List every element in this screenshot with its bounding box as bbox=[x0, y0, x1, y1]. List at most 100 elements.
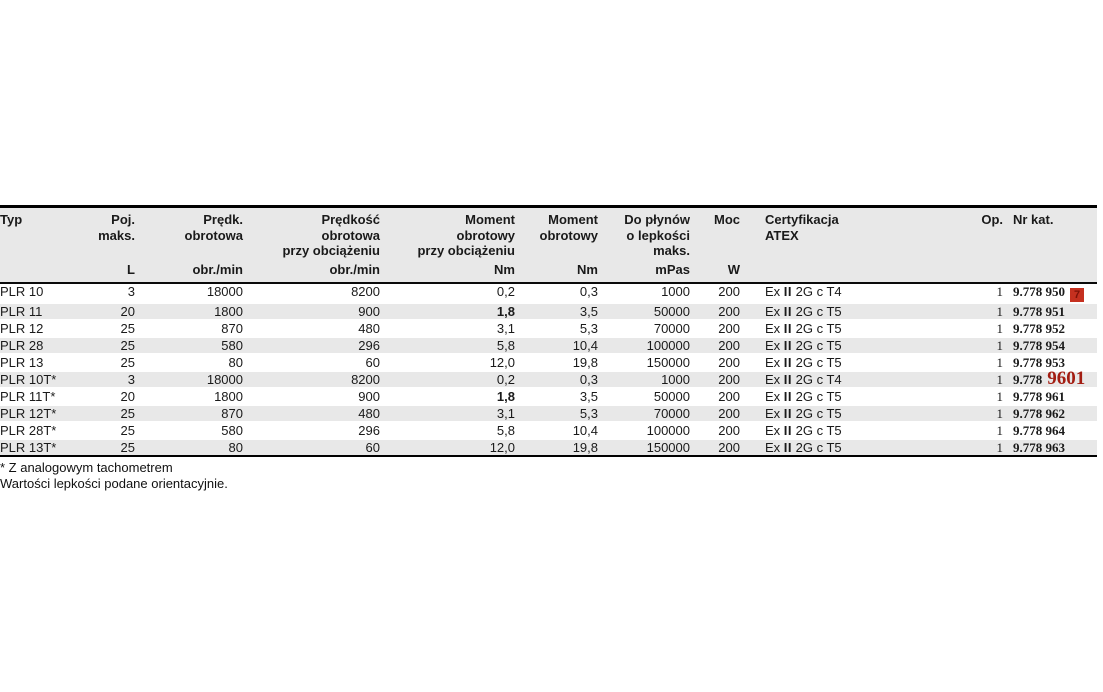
cell-cert: Ex II 2G c T5 bbox=[740, 301, 973, 320]
col-header-poj: Poj. maks. L bbox=[60, 206, 135, 284]
cell-poj: 25 bbox=[60, 352, 135, 371]
cell-nrkat: 9.778 953 bbox=[1003, 352, 1097, 371]
cell-predk_obc: 296 bbox=[243, 335, 380, 354]
table-row: PLR 12 25 870 480 3,1 5,3 70000 200 Ex II 2G c T… bbox=[0, 318, 1097, 337]
cell-typ: PLR 10 bbox=[0, 281, 60, 303]
cell-moc: 200 bbox=[690, 352, 740, 371]
cell-poj: 25 bbox=[60, 403, 135, 422]
col-header-nrkat: Nr kat. bbox=[1003, 206, 1097, 284]
cell-poj: 25 bbox=[60, 437, 135, 456]
cell-moment_obc: 3,1 bbox=[380, 318, 515, 337]
cell-moment: 19,8 bbox=[515, 352, 598, 371]
cell-predk: 80 bbox=[135, 352, 243, 371]
col-header-lepkosc: Do płynów o lepkości maks. mPas bbox=[598, 206, 690, 284]
cell-lepkosc: 70000 bbox=[598, 318, 690, 337]
table-row: PLR 13 25 80 60 12,0 19,8 150000 200 Ex II 2G c … bbox=[0, 352, 1097, 371]
cell-poj: 20 bbox=[60, 301, 135, 320]
cell-predk_obc: 296 bbox=[243, 420, 380, 439]
cell-lepkosc: 100000 bbox=[598, 335, 690, 354]
cell-moc: 200 bbox=[690, 318, 740, 337]
col-header-label: Poj. maks. bbox=[98, 212, 135, 243]
cell-predk: 18000 bbox=[135, 281, 243, 303]
cell-cert: Ex II 2G c T4 bbox=[740, 281, 973, 303]
cell-moment_obc: 5,8 bbox=[380, 420, 515, 439]
col-header-typ: Typ bbox=[0, 206, 60, 284]
cell-moment: 0,3 bbox=[515, 369, 598, 388]
cell-nrkat: 9.778 9601 bbox=[1003, 367, 1097, 389]
col-unit-label: Nm bbox=[494, 262, 515, 277]
table-row: PLR 28T* 25 580 296 5,8 10,4 100000 200 Ex II 2G… bbox=[0, 420, 1097, 439]
col-header-label: Moc bbox=[714, 212, 740, 227]
cell-moment: 19,8 bbox=[515, 437, 598, 456]
cell-typ: PLR 12 bbox=[0, 318, 60, 337]
cell-predk: 870 bbox=[135, 318, 243, 337]
cell-cert: Ex II 2G c T5 bbox=[740, 437, 973, 456]
cell-predk_obc: 900 bbox=[243, 301, 380, 320]
cell-op: 1 bbox=[973, 369, 1003, 388]
cell-moment: 0,3 bbox=[515, 281, 598, 303]
cell-moment_obc: 3,1 bbox=[380, 403, 515, 422]
col-header-label: Typ bbox=[0, 212, 23, 227]
cell-nrkat: 9.778 952 bbox=[1003, 318, 1097, 337]
cell-op: 1 bbox=[973, 318, 1003, 337]
col-unit-label: Nm bbox=[577, 262, 598, 277]
cell-typ: PLR 28T* bbox=[0, 420, 60, 439]
cell-moment_obc: 0,2 bbox=[380, 281, 515, 303]
cell-moc: 200 bbox=[690, 335, 740, 354]
cell-op: 1 bbox=[973, 386, 1003, 405]
cell-predk: 1800 bbox=[135, 301, 243, 320]
cell-nrkat: 9.778 954 bbox=[1003, 335, 1097, 354]
atex-group-label: II bbox=[783, 439, 793, 455]
cell-typ: PLR 28 bbox=[0, 335, 60, 354]
cell-predk_obc: 8200 bbox=[243, 281, 380, 303]
cell-op: 1 bbox=[973, 420, 1003, 439]
col-header-cert: Certyfikacja ATEX bbox=[740, 206, 973, 284]
cell-moment: 3,5 bbox=[515, 386, 598, 405]
col-header-predk: Prędk. obrotowa obr./min bbox=[135, 206, 243, 284]
red-square-marker: 7 bbox=[1070, 287, 1084, 302]
atex-group-label: II bbox=[783, 422, 793, 438]
cell-moment: 3,5 bbox=[515, 301, 598, 320]
cell-typ: PLR 11T* bbox=[0, 386, 60, 405]
cell-predk: 80 bbox=[135, 437, 243, 456]
atex-group-label: II bbox=[783, 371, 793, 387]
col-header-label: Certyfikacja ATEX bbox=[765, 212, 839, 243]
header-row: Typ Poj. maks. L Prędk. obrotowa obr./min Prędk… bbox=[0, 206, 1097, 284]
spec-table-body: PLR 10 3 18000 8200 0,2 0,3 1000 200 Ex II 2G c … bbox=[0, 281, 1097, 456]
footnote-viscosity: Wartości lepkości podane orientacyjnie. bbox=[0, 475, 228, 491]
footnote-tachometer: * Z analogowym tachometrem bbox=[0, 459, 173, 475]
cell-cert: Ex II 2G c T4 bbox=[740, 369, 973, 388]
cell-poj: 25 bbox=[60, 420, 135, 439]
col-header-moc: Moc W bbox=[690, 206, 740, 284]
cell-poj: 3 bbox=[60, 369, 135, 388]
cell-op: 1 bbox=[973, 335, 1003, 354]
col-unit-label: mPas bbox=[655, 262, 690, 277]
cell-op: 1 bbox=[973, 301, 1003, 320]
cell-cert: Ex II 2G c T5 bbox=[740, 352, 973, 371]
cell-moment_obc: 1,8 bbox=[380, 386, 515, 405]
cell-moc: 200 bbox=[690, 369, 740, 388]
cell-poj: 3 bbox=[60, 281, 135, 303]
cell-moment: 10,4 bbox=[515, 335, 598, 354]
cell-typ: PLR 13 bbox=[0, 352, 60, 371]
col-header-op: Op. bbox=[973, 206, 1003, 284]
col-header-label: Moment obrotowy bbox=[539, 212, 599, 243]
cell-typ: PLR 10T* bbox=[0, 369, 60, 388]
col-header-moment: Moment obrotowy Nm bbox=[515, 206, 599, 284]
col-unit-label: obr./min bbox=[192, 262, 243, 277]
cell-lepkosc: 150000 bbox=[598, 437, 690, 456]
cell-moment_obc: 12,0 bbox=[380, 437, 515, 456]
cell-moment: 10,4 bbox=[515, 420, 598, 439]
cell-nrkat: 9.778 961 bbox=[1003, 386, 1097, 405]
col-header-label: Prędkość obrotowa przy obciążeniu bbox=[282, 212, 380, 258]
catalog-number-annotation: 9601 bbox=[1047, 367, 1086, 389]
cell-lepkosc: 50000 bbox=[598, 301, 690, 320]
cell-op: 1 bbox=[973, 281, 1003, 303]
col-header-label: Moment obrotowy przy obciążeniu bbox=[417, 212, 515, 258]
col-header-label: Do płynów o lepkości maks. bbox=[624, 212, 690, 258]
cell-lepkosc: 1000 bbox=[598, 369, 690, 388]
cell-moc: 200 bbox=[690, 403, 740, 422]
table-row: PLR 11T* 20 1800 900 1,8 3,5 50000 200 Ex II 2G … bbox=[0, 386, 1097, 405]
cell-predk_obc: 900 bbox=[243, 386, 380, 405]
cell-lepkosc: 150000 bbox=[598, 352, 690, 371]
